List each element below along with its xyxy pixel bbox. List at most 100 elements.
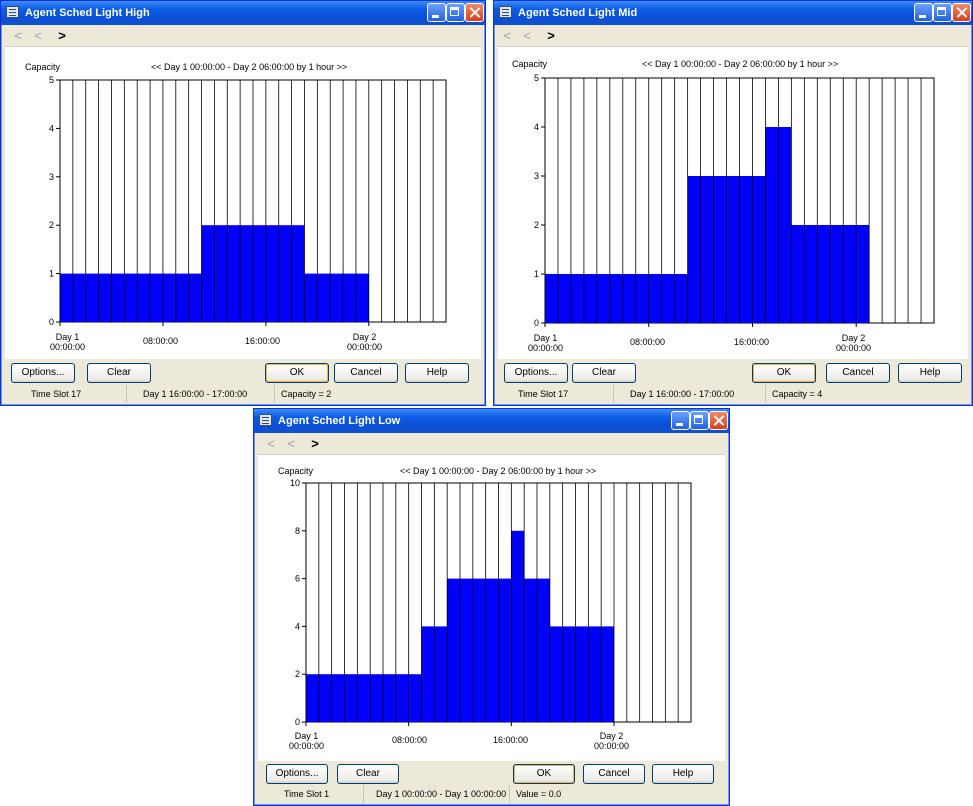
help-button[interactable]: Help [652, 764, 714, 784]
bar-hour-18[interactable] [537, 578, 550, 722]
close-button[interactable] [465, 3, 484, 22]
bar-hour-11[interactable] [201, 225, 215, 322]
prev-page-button[interactable]: < [34, 28, 42, 43]
bar-hour-3[interactable] [98, 273, 112, 322]
clear-button[interactable]: Clear [572, 363, 636, 383]
bar-hour-13[interactable] [713, 176, 727, 323]
bar-hour-20[interactable] [562, 626, 576, 722]
bar-hour-8[interactable] [648, 274, 662, 323]
bar-hour-19[interactable] [549, 626, 563, 722]
bar-hour-13[interactable] [227, 225, 241, 322]
bar-hour-8[interactable] [408, 674, 422, 722]
bar-hour-13[interactable] [472, 578, 486, 722]
bar-hour-11[interactable] [447, 578, 460, 722]
clear-button[interactable]: Clear [87, 363, 151, 383]
bar-hour-20[interactable] [317, 273, 331, 322]
bar-hour-6[interactable] [622, 274, 636, 323]
bar-hour-5[interactable] [124, 273, 138, 322]
bar-hour-2[interactable] [331, 674, 345, 722]
close-button[interactable] [709, 411, 728, 430]
bar-hour-24[interactable] [856, 225, 870, 323]
ok-button[interactable]: OK [752, 363, 816, 383]
bar-hour-4[interactable] [357, 674, 371, 722]
prev-page-button[interactable]: < [287, 436, 295, 451]
bar-hour-17[interactable] [524, 578, 537, 722]
bar-hour-21[interactable] [575, 626, 589, 722]
bar-hour-0[interactable] [60, 273, 73, 322]
bar-hour-5[interactable] [609, 274, 623, 323]
cancel-button[interactable]: Cancel [583, 764, 645, 784]
maximize-button[interactable] [446, 3, 465, 22]
bar-hour-23[interactable] [601, 626, 614, 722]
maximize-button[interactable] [690, 411, 709, 430]
bar-hour-1[interactable] [557, 274, 571, 323]
bar-hour-10[interactable] [434, 626, 448, 722]
bar-hour-21[interactable] [330, 273, 344, 322]
bar-hour-4[interactable] [111, 273, 125, 322]
bar-hour-17[interactable] [765, 127, 779, 323]
bar-hour-6[interactable] [383, 674, 396, 722]
next-page-button[interactable]: > [58, 28, 66, 43]
bar-hour-2[interactable] [570, 274, 584, 323]
chart-svg[interactable]: 0 1 2 3 4 5 [498, 47, 962, 359]
help-button[interactable]: Help [405, 363, 469, 383]
title-bar[interactable]: Agent Sched Light Mid [494, 1, 972, 25]
cancel-button[interactable]: Cancel [334, 363, 398, 383]
bar-hour-9[interactable] [661, 274, 675, 323]
bar-hour-14[interactable] [240, 225, 253, 322]
chart-svg[interactable]: 0 2 4 6 8 10 [258, 455, 727, 761]
prev-page-button[interactable]: < [523, 28, 531, 43]
bar-hour-12[interactable] [700, 176, 714, 323]
bar-hour-18[interactable] [778, 127, 792, 323]
bar-hour-1[interactable] [318, 674, 332, 722]
close-button[interactable] [952, 3, 971, 22]
bar-hour-18[interactable] [291, 225, 305, 322]
bar-hour-8[interactable] [162, 273, 176, 322]
ok-button[interactable]: OK [513, 764, 575, 784]
bar-hour-15[interactable] [498, 578, 512, 722]
options-button[interactable]: Options... [11, 363, 75, 383]
first-page-button[interactable]: < [503, 28, 511, 43]
clear-button[interactable]: Clear [337, 764, 399, 784]
bar-hour-11[interactable] [687, 176, 701, 323]
minimize-button[interactable] [427, 3, 446, 22]
options-button[interactable]: Options... [266, 764, 328, 784]
bar-hour-19[interactable] [791, 225, 805, 323]
bar-hour-0[interactable] [545, 274, 558, 323]
bar-hour-7[interactable] [635, 274, 649, 323]
bar-hour-4[interactable] [596, 274, 610, 323]
bar-hour-17[interactable] [278, 225, 292, 322]
bar-hour-19[interactable] [304, 273, 318, 322]
next-page-button[interactable]: > [311, 436, 319, 451]
help-button[interactable]: Help [898, 363, 962, 383]
bar-hour-3[interactable] [344, 674, 358, 722]
bar-hour-10[interactable] [188, 273, 202, 322]
bar-hour-1[interactable] [72, 273, 86, 322]
bar-hour-21[interactable] [817, 225, 831, 323]
bar-hour-23[interactable] [355, 273, 369, 322]
first-page-button[interactable]: < [267, 436, 275, 451]
bar-hour-22[interactable] [830, 225, 844, 323]
bar-hour-3[interactable] [583, 274, 597, 323]
bar-hour-5[interactable] [370, 674, 383, 722]
title-bar[interactable]: Agent Sched Light Low [254, 409, 729, 433]
bar-hour-9[interactable] [175, 273, 189, 322]
bar-hour-14[interactable] [485, 578, 499, 722]
bar-hour-7[interactable] [150, 273, 163, 322]
bar-hour-2[interactable] [85, 273, 99, 322]
bar-hour-9[interactable] [421, 626, 435, 722]
minimize-button[interactable] [914, 3, 933, 22]
bar-hour-12[interactable] [214, 225, 228, 322]
bar-hour-10[interactable] [674, 274, 688, 323]
bar-hour-15[interactable] [739, 176, 753, 323]
ok-button[interactable]: OK [265, 363, 329, 383]
next-page-button[interactable]: > [547, 28, 555, 43]
bar-hour-22[interactable] [588, 626, 602, 722]
title-bar[interactable]: Agent Sched Light High [1, 1, 485, 25]
bar-hour-16[interactable] [265, 225, 279, 322]
bar-hour-16[interactable] [752, 176, 766, 323]
bar-hour-7[interactable] [395, 674, 409, 722]
bar-hour-20[interactable] [804, 225, 818, 323]
minimize-button[interactable] [671, 411, 690, 430]
bar-hour-16[interactable] [511, 530, 525, 722]
